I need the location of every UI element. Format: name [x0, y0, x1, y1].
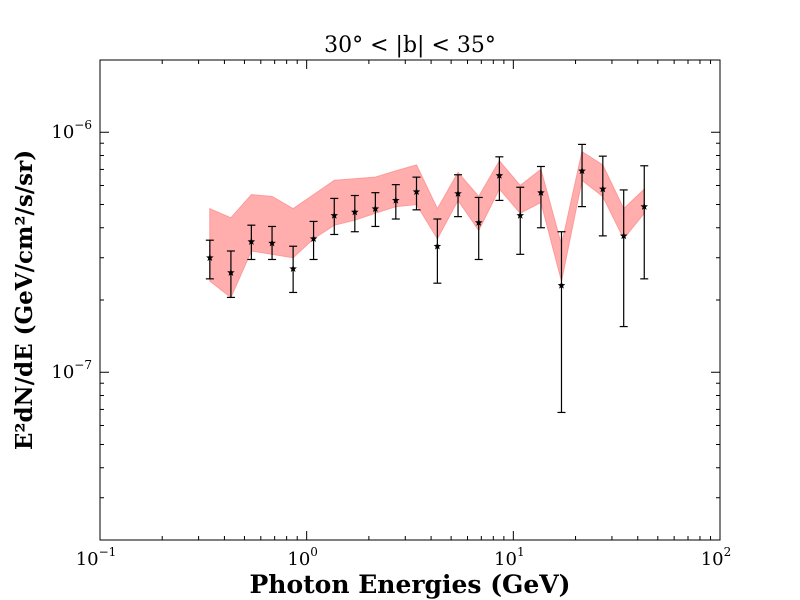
data-point-star	[619, 231, 628, 240]
data-point-star	[640, 202, 649, 210]
data-point-star	[351, 208, 359, 216]
data-point-star	[227, 268, 235, 276]
data-point-star	[330, 211, 339, 219]
data-point-star	[599, 185, 607, 193]
data-point-star	[206, 253, 214, 261]
data-point-star	[454, 189, 462, 197]
data-point-star	[289, 264, 297, 272]
data-point-star	[412, 187, 421, 195]
x-axis-label: Photon Energies (GeV)	[249, 570, 570, 599]
x-tick-exponent: 1	[517, 545, 525, 559]
data-point-star	[537, 188, 545, 196]
x-tick-exponent: 2	[724, 545, 732, 559]
data-point-star	[557, 281, 566, 289]
data-point-star	[474, 218, 483, 226]
data-point-star	[495, 171, 504, 179]
x-tick-exponent: −1	[99, 545, 117, 559]
chart-title: 30° < |b| < 35°	[324, 33, 496, 58]
data-point-star	[309, 234, 318, 242]
data-point-star	[578, 166, 586, 175]
y-tick-exponent: −6	[74, 118, 92, 132]
data-point-star	[247, 237, 256, 245]
x-tick-exponent: 0	[310, 545, 318, 559]
data-point-star	[516, 211, 525, 219]
data-point-star	[371, 204, 380, 212]
points-layer	[205, 143, 649, 414]
y-axis-label: E²dN/dE (GeV/cm²/s/sr)	[11, 150, 38, 450]
data-point-star	[433, 242, 442, 250]
data-point-star	[268, 239, 276, 247]
data-point-star	[392, 196, 400, 204]
y-tick-exponent: −7	[74, 358, 92, 372]
